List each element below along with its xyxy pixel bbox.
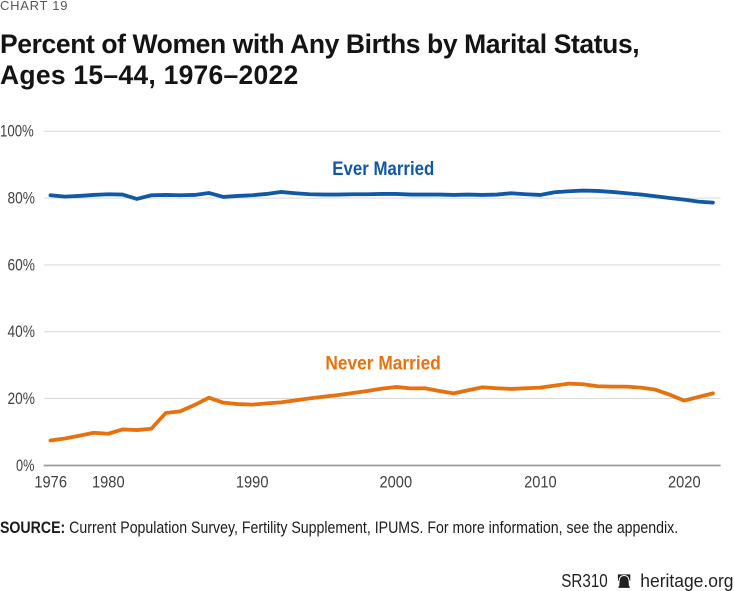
svg-text:80%: 80% (8, 190, 36, 208)
svg-text:2000: 2000 (380, 474, 413, 492)
svg-text:0%: 0% (16, 457, 35, 475)
svg-text:60%: 60% (8, 256, 36, 274)
svg-text:Ever Married: Ever Married (332, 158, 434, 180)
svg-text:SR310: SR310 (561, 571, 607, 591)
svg-text:2020: 2020 (668, 474, 701, 492)
svg-text:2010: 2010 (524, 474, 557, 492)
svg-text:1976: 1976 (34, 474, 67, 492)
svg-text:heritage.org: heritage.org (640, 571, 733, 591)
svg-text:Never Married: Never Married (325, 352, 441, 374)
svg-text:40%: 40% (8, 323, 36, 341)
svg-text:20%: 20% (8, 390, 36, 408)
svg-text:1990: 1990 (236, 474, 269, 492)
svg-text:100%: 100% (0, 123, 34, 141)
svg-text:1980: 1980 (92, 474, 125, 492)
